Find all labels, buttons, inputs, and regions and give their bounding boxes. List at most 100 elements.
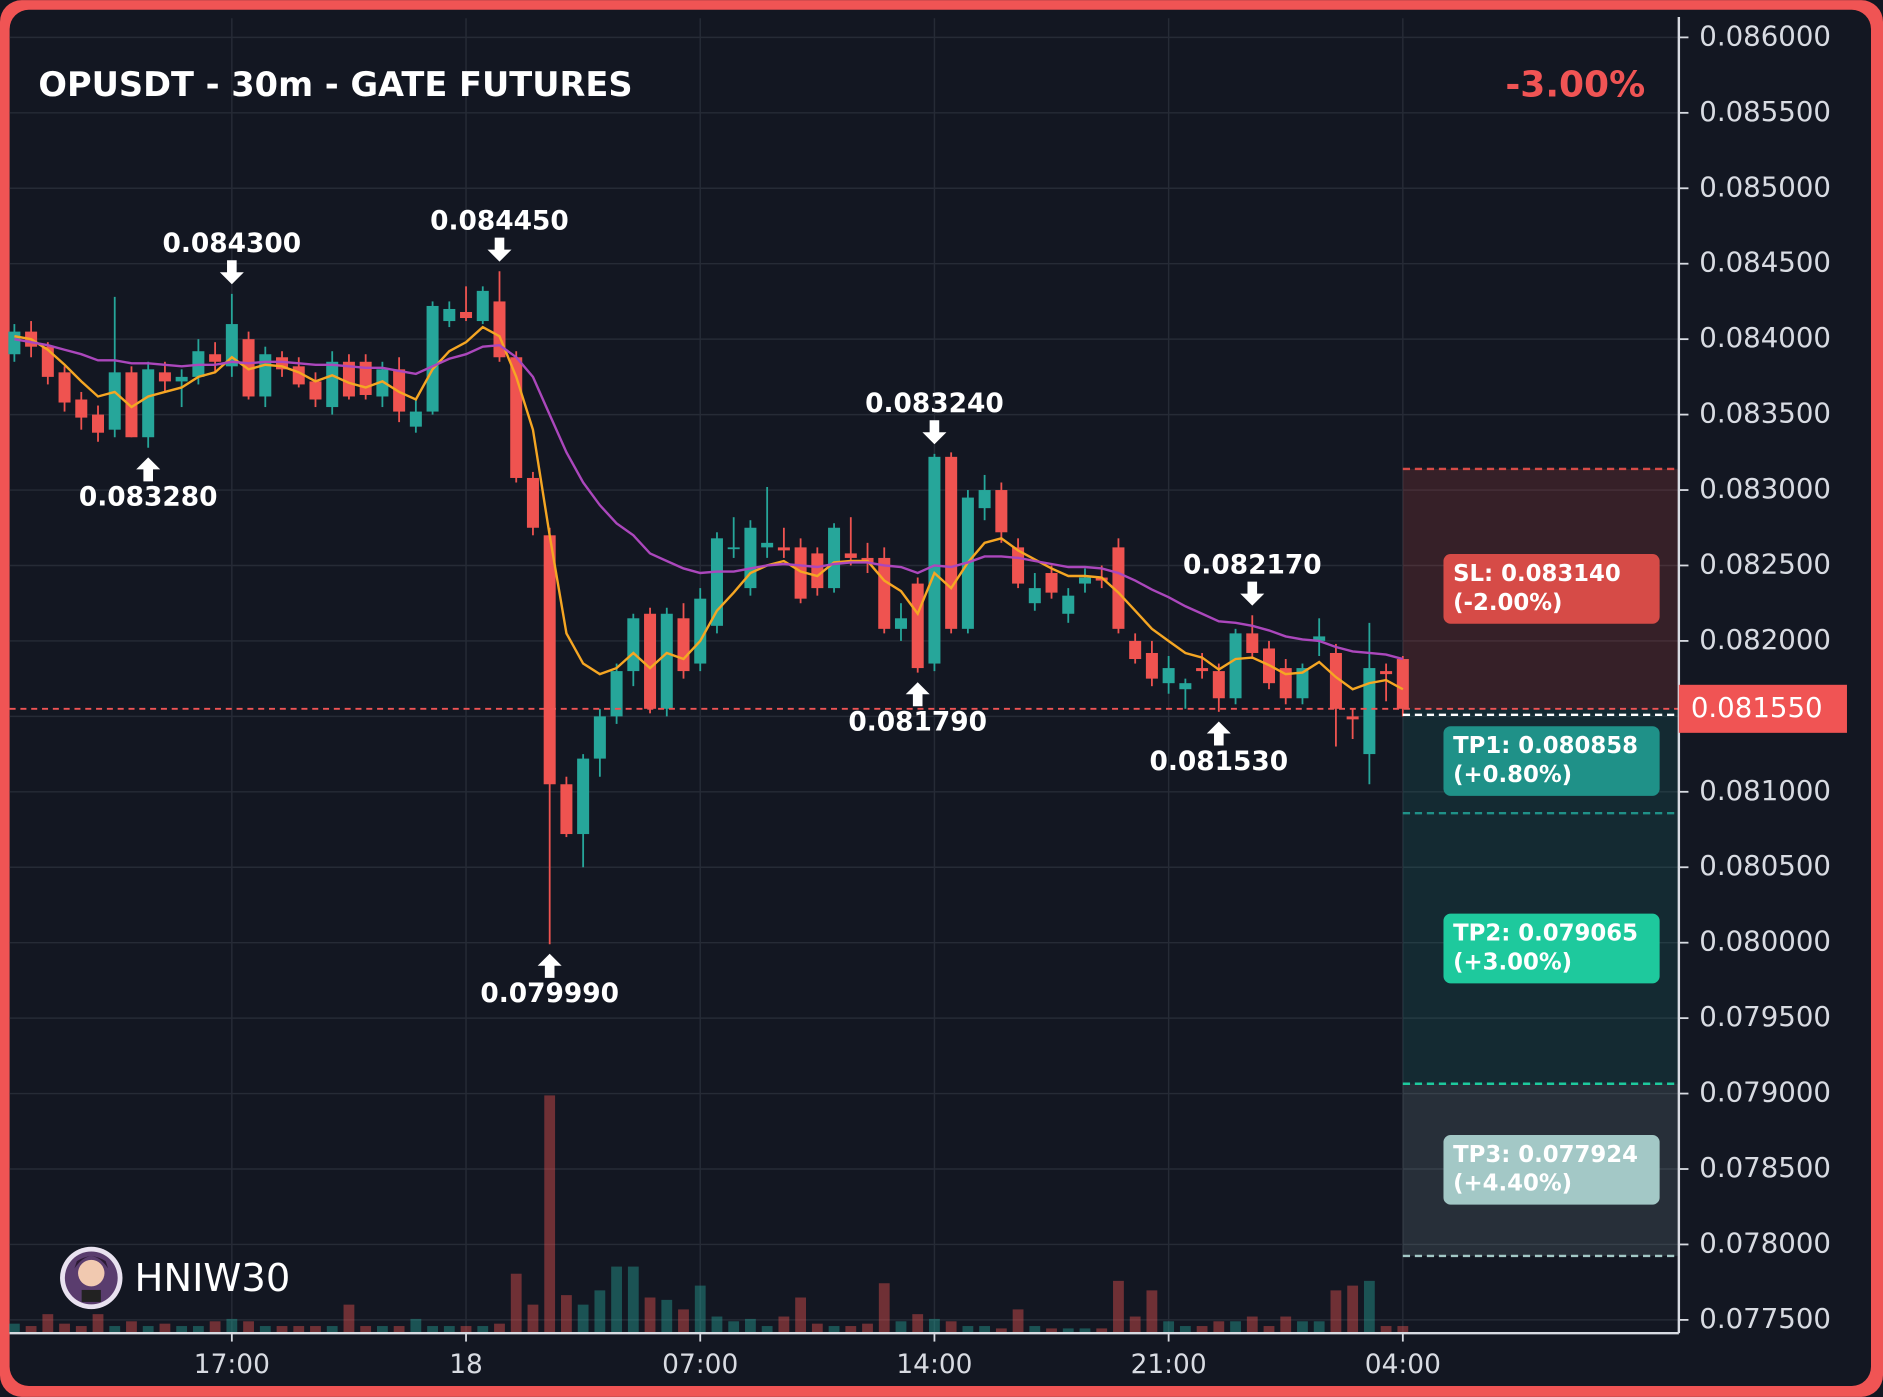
y-tick-label: 0.085500 [1699,95,1831,128]
candle-body [426,305,439,412]
y-tick-label: 0.084500 [1699,246,1831,279]
level-label: TP2: 0.079065 [1453,921,1638,947]
candle-body [376,369,389,397]
candle-body [476,290,489,322]
candle-body [326,361,339,408]
candle-body [1078,577,1091,584]
volume-bar [694,1285,706,1334]
level-change: (+0.80%) [1453,762,1572,788]
candle-body [242,339,255,397]
volume-bar [929,1318,940,1334]
volume-bar [209,1321,221,1334]
y-tick-label: 0.083000 [1699,472,1831,505]
volume-bar [811,1323,823,1334]
volume-bar [109,1326,121,1334]
level-change: (+4.40%) [1453,1171,1572,1197]
candle-body [393,369,406,412]
volume-bar [92,1314,104,1334]
volume-bar [962,1326,974,1334]
candle-body [1229,633,1242,699]
volume-bar [1113,1280,1124,1334]
y-tick-label: 0.079000 [1699,1076,1831,1109]
candle-body [1112,547,1125,629]
candle-body [526,477,539,528]
candle-body [1062,595,1075,614]
y-tick-label: 0.080500 [1699,849,1831,882]
volume-bar [1129,1316,1141,1334]
x-tick-label: 21:00 [1131,1349,1207,1380]
x-tick-label: 07:00 [662,1349,738,1380]
volume-bar [945,1321,957,1334]
candle-body [225,324,238,367]
volume-bar [360,1326,372,1334]
candle-body [108,372,121,430]
level-change: (-2.00%) [1453,590,1562,616]
candle-body [1396,659,1409,709]
candle-body [58,372,71,403]
candle-body [142,369,155,438]
candle-body [409,411,422,427]
x-tick-label: 18 [449,1349,483,1380]
volume-bar [1397,1326,1409,1334]
x-tick-label: 04:00 [1365,1349,1441,1380]
volume-bar [995,1328,1007,1334]
price-box [1678,684,1847,733]
watermark: HNIW30 [135,1256,291,1301]
candle-body [1179,683,1192,690]
candle-body [878,557,891,629]
level-change: (+3.00%) [1453,949,1572,975]
volume-bar [75,1326,87,1334]
volume-bar [1330,1290,1342,1334]
candle-body [1145,652,1158,679]
candle-body [342,361,355,397]
volume-bar [460,1326,472,1334]
volume-bar [912,1314,924,1334]
volume-bar [59,1323,70,1334]
candle-body [777,547,790,551]
volume-bar [1380,1326,1392,1334]
candle-body [1028,588,1041,604]
candle-body [710,538,723,626]
volume-bar [745,1318,756,1334]
y-tick-label: 0.077500 [1699,1302,1831,1335]
volume-bar [1062,1328,1074,1334]
candle-body [443,308,456,322]
candle-body [1380,671,1393,675]
volume-bar [1263,1326,1275,1334]
volume-bar [577,1304,589,1334]
y-tick-label: 0.082500 [1699,547,1831,580]
volume-bar [159,1323,171,1334]
volume-bar [176,1326,188,1334]
candle-body [1212,671,1225,699]
y-tick-label: 0.078000 [1699,1226,1831,1259]
candle-body [644,613,657,709]
volume-bar [627,1266,639,1334]
volume-bar [1012,1309,1024,1334]
volume-bar [1347,1285,1359,1334]
level-box [1443,726,1660,796]
volume-bar [828,1326,840,1334]
volume-bar [561,1295,572,1334]
y-tick-label: 0.082000 [1699,623,1831,656]
ma-line [14,338,1404,661]
volume-bar [8,1323,20,1334]
y-tick-label: 0.083500 [1699,397,1831,430]
volume-bar [544,1095,556,1334]
candle-body [727,547,740,550]
candle-body [610,671,623,717]
volume-bar [1046,1328,1057,1334]
candle-body [828,527,841,589]
candle-body [794,547,807,599]
volume-bar [1313,1321,1325,1334]
volume-bar [711,1316,723,1334]
volume-bar [343,1304,355,1334]
volume-bar [611,1266,622,1334]
annotation-arrow [922,420,947,445]
volume-bar [1297,1321,1308,1334]
candle-body [1279,668,1292,699]
volume-bar [477,1326,489,1334]
candle-body [744,527,757,589]
candle-body [1296,668,1309,699]
volume-bar [527,1304,539,1334]
annotation-label: 0.083280 [79,482,218,513]
